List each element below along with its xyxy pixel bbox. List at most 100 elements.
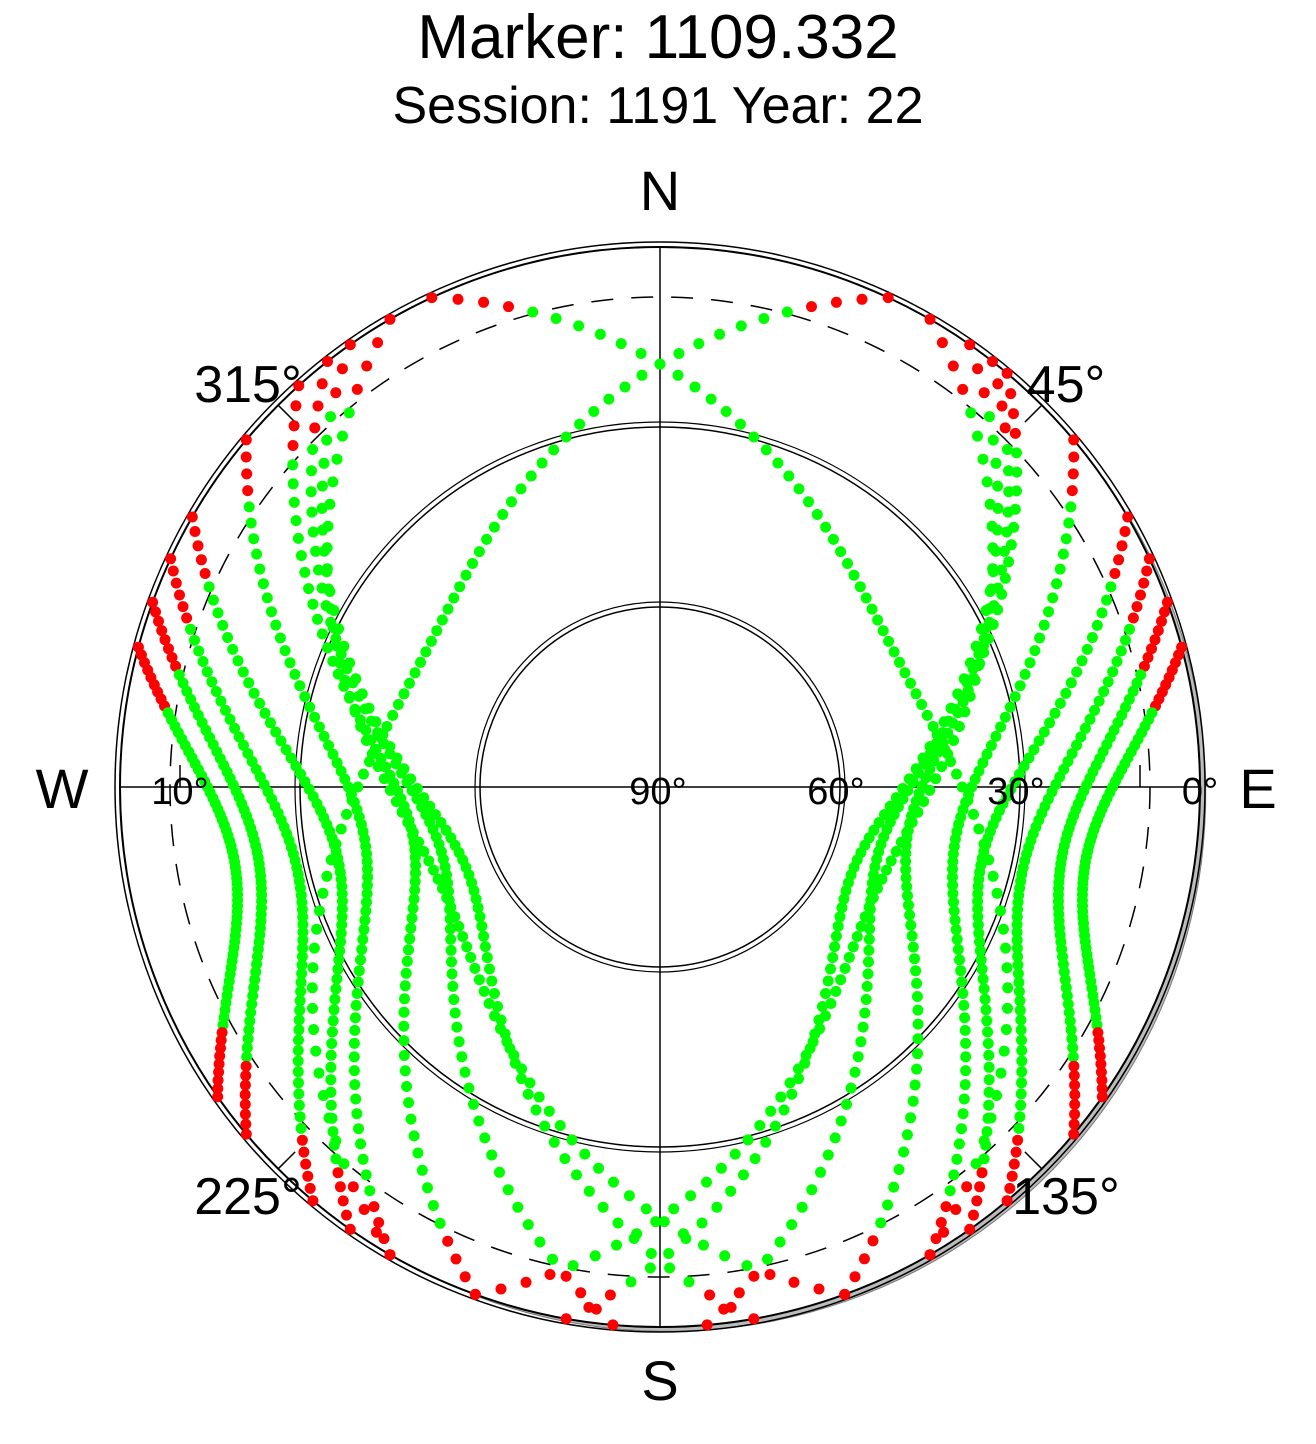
track-point	[309, 422, 321, 434]
track-point	[705, 393, 717, 405]
track-point	[859, 1007, 871, 1019]
track-point	[835, 1115, 847, 1127]
track-point	[403, 944, 414, 956]
track-point	[170, 660, 182, 672]
track-point	[972, 919, 984, 931]
track-point	[912, 1048, 923, 1060]
track-point	[1096, 1083, 1108, 1094]
track-point	[977, 973, 989, 985]
track-point	[857, 1021, 869, 1033]
track-point	[1002, 506, 1014, 518]
track-point	[955, 965, 967, 977]
track-point	[353, 965, 365, 977]
track-point	[361, 888, 373, 900]
track-point	[992, 480, 1004, 492]
axis-labels: N S W E 315° 45° 225° 135° 10° 90° 60° 3…	[36, 159, 1277, 1412]
track-point	[991, 887, 1003, 899]
track-point	[486, 975, 498, 987]
track-point	[1043, 606, 1054, 618]
track-point	[1015, 1024, 1027, 1036]
track-point	[1119, 526, 1131, 537]
track-point	[350, 673, 362, 685]
track-point	[911, 977, 923, 989]
track-point	[459, 1066, 471, 1078]
track-point	[357, 1153, 369, 1165]
track-point	[245, 1007, 257, 1018]
track-point	[327, 476, 339, 488]
track-point	[820, 521, 832, 533]
track-point	[1016, 1055, 1028, 1067]
track-point	[391, 752, 403, 764]
track-point	[830, 930, 842, 942]
track-point	[796, 1201, 808, 1213]
track-point	[845, 1082, 857, 1094]
track-point	[415, 656, 426, 668]
track-point	[293, 380, 305, 392]
track-point	[336, 919, 348, 931]
track-point	[905, 677, 916, 689]
track-12	[560, 339, 1004, 1325]
track-point	[316, 480, 328, 492]
track-point	[1122, 511, 1134, 523]
track-point	[398, 763, 410, 775]
track-point	[515, 1073, 527, 1085]
track-point	[579, 1148, 591, 1160]
track-point	[1135, 669, 1147, 681]
track-point	[349, 706, 361, 718]
track-point	[300, 1158, 312, 1170]
track-point	[972, 903, 984, 915]
track-point	[1142, 652, 1154, 663]
track-point	[409, 884, 421, 896]
track-point	[858, 1253, 870, 1265]
track-point	[900, 848, 912, 859]
track-point	[924, 741, 936, 753]
track-point	[956, 781, 968, 793]
track-point	[1101, 594, 1113, 606]
track-point	[548, 444, 560, 456]
track-point	[668, 1203, 680, 1215]
track-point	[1084, 713, 1096, 725]
track-point	[312, 400, 324, 412]
track-point	[980, 1004, 992, 1016]
track-point	[1060, 687, 1072, 699]
track-point	[398, 1006, 410, 1018]
track-point	[1000, 942, 1012, 954]
track-point	[1011, 934, 1023, 946]
track-point	[1102, 676, 1114, 688]
track-point	[1146, 643, 1157, 655]
track-point	[325, 1074, 337, 1086]
track-point	[442, 1235, 454, 1247]
track-point	[883, 635, 895, 647]
track-point	[384, 313, 396, 325]
track-point	[539, 1120, 551, 1132]
track-point	[984, 603, 995, 615]
track-point	[890, 792, 902, 804]
track-point	[224, 713, 236, 725]
track-point	[1069, 1079, 1081, 1091]
track-point	[331, 973, 343, 985]
track-point	[701, 1319, 713, 1331]
track-point	[287, 440, 299, 451]
track-point	[309, 711, 321, 723]
track-point	[1060, 533, 1072, 545]
track-point	[312, 613, 323, 625]
azimuth-label-315: 315°	[194, 356, 302, 414]
track-point	[1002, 1002, 1013, 1014]
track-point	[992, 378, 1004, 390]
track-point	[245, 517, 257, 529]
track-13	[469, 313, 999, 1300]
track-point	[428, 864, 439, 876]
track-point	[822, 1149, 834, 1161]
track-point	[905, 919, 917, 931]
track-point	[520, 1276, 532, 1288]
track-point	[885, 855, 897, 867]
track-point	[436, 614, 448, 626]
track-point	[384, 784, 396, 796]
track-point	[360, 735, 372, 746]
track-point	[296, 968, 308, 980]
track-point	[375, 732, 387, 744]
track-point	[932, 746, 944, 758]
track-point	[1068, 1060, 1080, 1072]
track-point	[409, 851, 421, 863]
track-point	[361, 896, 372, 908]
